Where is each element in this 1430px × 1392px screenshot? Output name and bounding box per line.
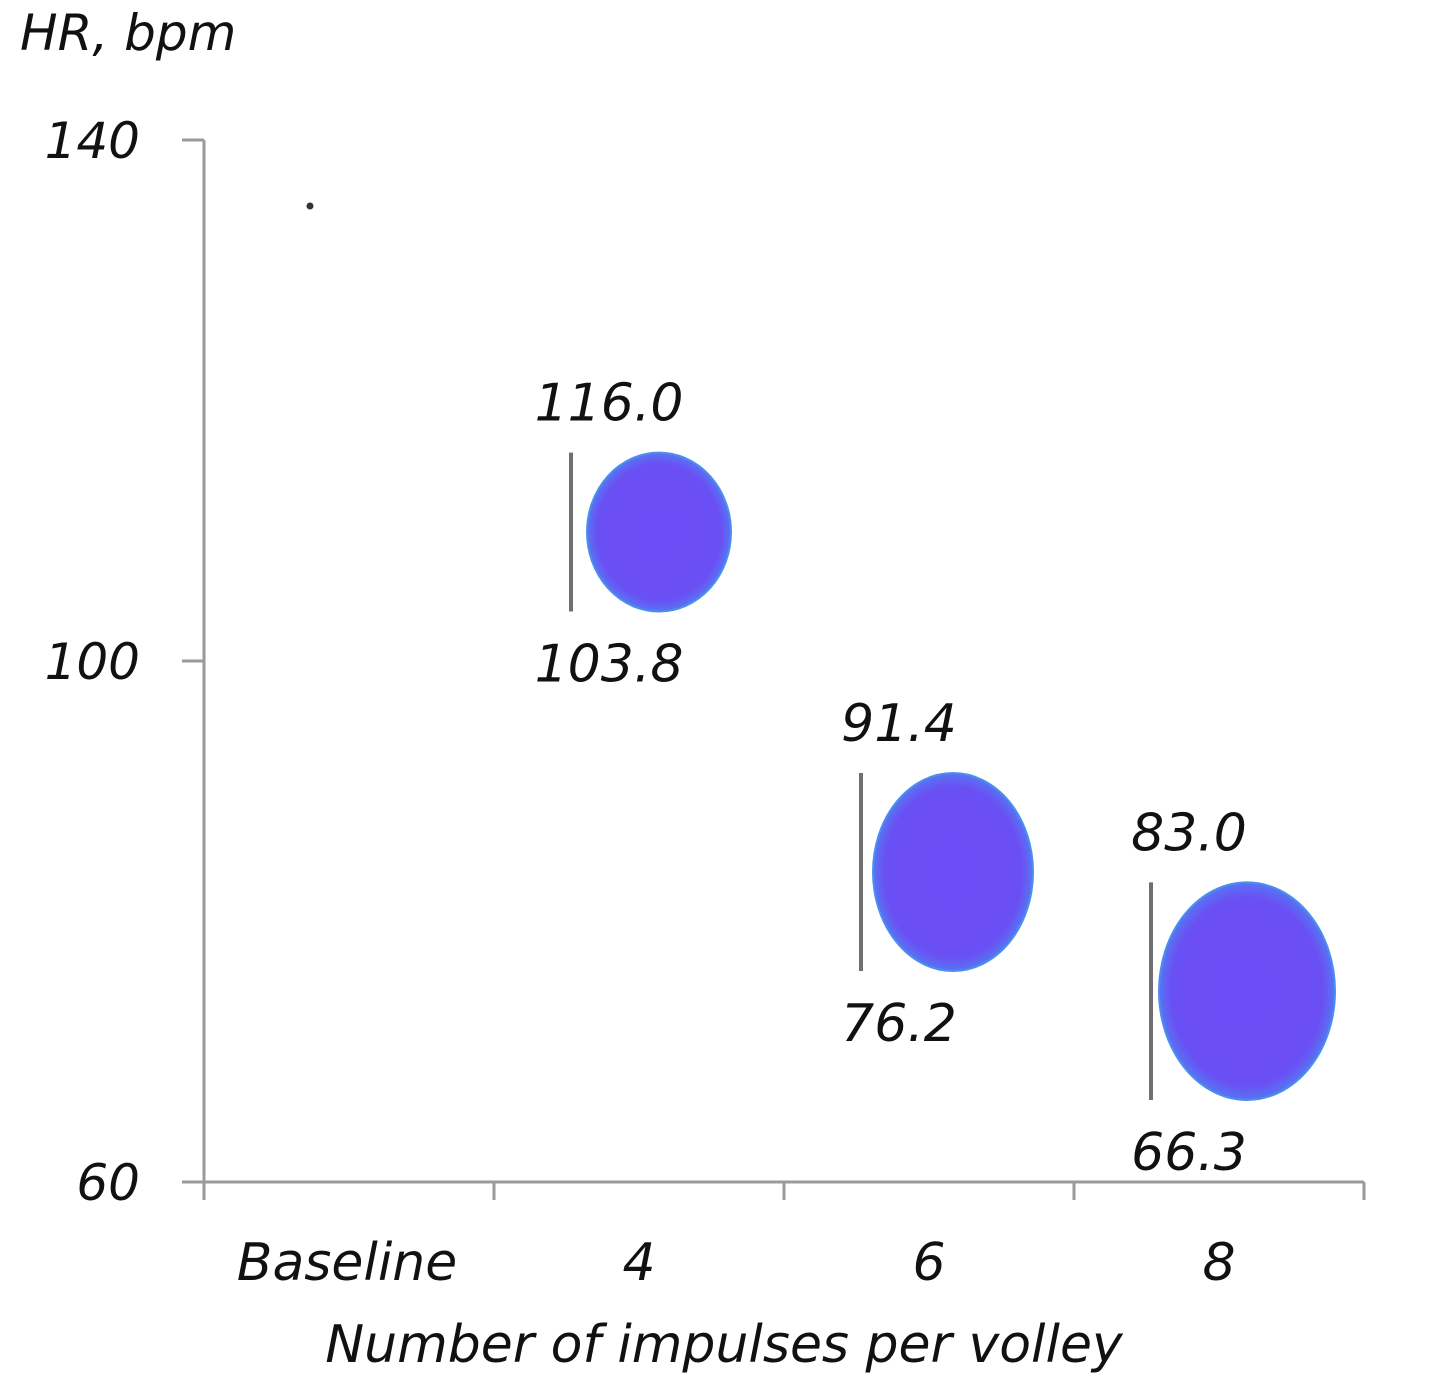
x-ticks: Baseline 4 6 8 bbox=[202, 1182, 1366, 1293]
y-tick-label-60: 60 bbox=[76, 1154, 140, 1212]
y-tick-label-140: 140 bbox=[45, 112, 140, 170]
y-ticks: 60 100 140 bbox=[45, 112, 204, 1212]
x-tick-label-8: 8 bbox=[1202, 1233, 1235, 1293]
range-group-8: 83.0 66.3 bbox=[1131, 803, 1336, 1183]
x-axis-label: Number of impulses per volley bbox=[325, 1315, 1124, 1375]
range-low-label-6: 76.2 bbox=[841, 994, 957, 1054]
x-tick-label-baseline: Baseline bbox=[237, 1233, 457, 1293]
x-tick-label-4: 4 bbox=[622, 1233, 655, 1293]
range-blob-8 bbox=[1158, 881, 1336, 1101]
range-high-label-6: 91.4 bbox=[841, 694, 957, 754]
range-blob-6 bbox=[872, 772, 1034, 972]
range-group-6: 91.4 76.2 bbox=[841, 694, 1034, 1054]
y-axis-label: HR, bpm bbox=[20, 4, 236, 62]
range-blob-4 bbox=[586, 451, 732, 613]
range-high-label-8: 83.0 bbox=[1131, 803, 1247, 863]
range-group-4: 116.0 103.8 bbox=[535, 374, 732, 695]
range-marks: 116.0 103.8 91.4 76.2 83.0 66.3 bbox=[535, 374, 1336, 1183]
stray-dot bbox=[306, 202, 314, 210]
range-low-label-8: 66.3 bbox=[1131, 1123, 1247, 1183]
range-high-label-4: 116.0 bbox=[535, 374, 684, 434]
x-tick-label-6: 6 bbox=[912, 1233, 945, 1293]
range-low-label-4: 103.8 bbox=[535, 635, 684, 695]
y-tick-label-100: 100 bbox=[45, 633, 140, 691]
